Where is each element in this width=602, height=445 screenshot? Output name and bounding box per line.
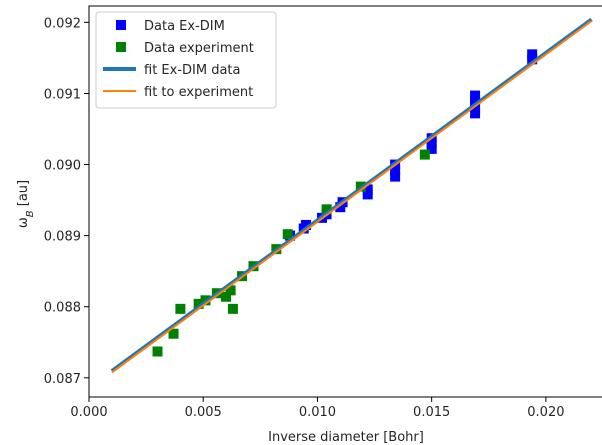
y-axis-label: ωB [au] [16, 180, 36, 228]
data-point [193, 298, 204, 309]
legend: Data Ex-DIM Data experiment fit Ex-DIM dat… [95, 11, 277, 109]
y-tick-label: 0.092 [44, 16, 81, 31]
x-tick-label: 0.010 [299, 405, 336, 420]
data-point [470, 108, 481, 119]
x-tick-label: 0.000 [70, 405, 107, 420]
plot-frame [88, 5, 602, 398]
data-point [321, 204, 332, 215]
data-point [301, 219, 312, 230]
legend-frame [95, 11, 277, 109]
data-point [362, 184, 373, 195]
data-point [225, 285, 236, 296]
data-point [419, 149, 430, 160]
fit-line [111, 20, 593, 374]
data-point [470, 102, 481, 113]
x-tick-label: 0.015 [413, 405, 450, 420]
legend-marker [116, 42, 126, 52]
legend-label: Data Ex-DIM [144, 19, 225, 34]
x-axis-label: Inverse diameter [Bohr] [268, 430, 424, 445]
legend-label: fit to experiment [144, 85, 253, 100]
y-tick-label: 0.090 [44, 159, 81, 174]
data-point [168, 328, 179, 339]
data-point [152, 346, 163, 357]
y-tick-label: 0.088 [44, 301, 81, 316]
data-point [470, 90, 481, 101]
data-point [390, 165, 401, 176]
data-point [227, 303, 238, 314]
data-point [426, 143, 437, 154]
data-point [175, 303, 186, 314]
y-tick-label: 0.091 [44, 87, 81, 102]
data-point [221, 291, 232, 302]
data-point [282, 229, 293, 240]
data-point [527, 49, 538, 60]
legend-label: fit Ex-DIM data [144, 63, 241, 78]
x-tick-label: 0.020 [527, 405, 564, 420]
y-tick-label: 0.089 [44, 230, 81, 245]
legend-marker [116, 20, 126, 30]
data-point [390, 171, 401, 182]
y-tick-label: 0.087 [44, 372, 81, 387]
x-tick-label: 0.005 [185, 405, 222, 420]
legend-label: Data experiment [144, 41, 254, 56]
fit-line [110, 17, 593, 373]
